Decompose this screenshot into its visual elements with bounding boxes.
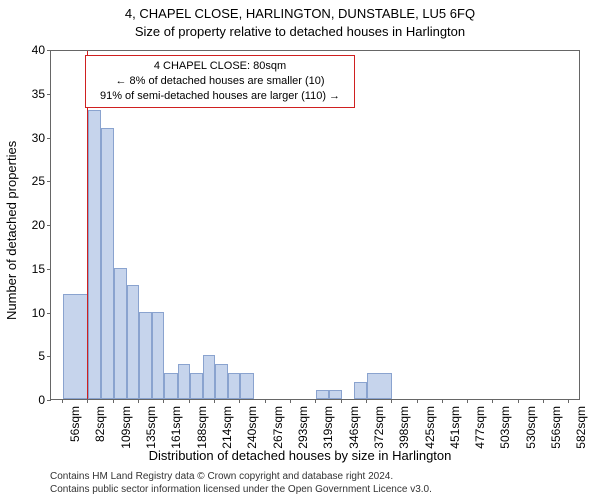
y-tick-label: 5 <box>5 350 45 362</box>
y-tick-mark <box>47 50 51 51</box>
histogram-bar <box>190 373 202 399</box>
x-tick-mark <box>239 399 240 403</box>
y-tick-mark <box>47 313 51 314</box>
x-tick-mark <box>214 399 215 403</box>
x-tick-label: 267sqm <box>271 406 285 456</box>
x-tick-mark <box>391 399 392 403</box>
x-tick-mark <box>341 399 342 403</box>
histogram-bar <box>203 355 215 399</box>
chart-title: 4, CHAPEL CLOSE, HARLINGTON, DUNSTABLE, … <box>0 6 600 21</box>
x-tick-mark <box>467 399 468 403</box>
histogram-bar <box>127 285 139 399</box>
x-tick-label: 188sqm <box>195 406 209 456</box>
x-tick-mark <box>442 399 443 403</box>
info-box-line: ← 8% of detached houses are smaller (10) <box>92 74 348 89</box>
y-tick-label: 20 <box>5 219 45 231</box>
x-tick-mark <box>518 399 519 403</box>
y-tick-mark <box>47 400 51 401</box>
x-tick-label: 530sqm <box>524 406 538 456</box>
x-tick-label: 240sqm <box>245 406 259 456</box>
histogram-bar <box>240 373 253 399</box>
x-tick-label: 293sqm <box>296 406 310 456</box>
x-tick-label: 346sqm <box>347 406 361 456</box>
x-tick-label: 135sqm <box>144 406 158 456</box>
x-tick-label: 556sqm <box>549 406 563 456</box>
x-tick-mark <box>87 399 88 403</box>
x-tick-label: 372sqm <box>372 406 386 456</box>
x-tick-label: 56sqm <box>68 406 82 456</box>
y-tick-label: 25 <box>5 175 45 187</box>
x-tick-mark <box>163 399 164 403</box>
y-tick-label: 35 <box>5 88 45 100</box>
histogram-bar <box>114 268 126 399</box>
info-box-line: 91% of semi-detached houses are larger (… <box>92 89 348 104</box>
histogram-bar <box>88 110 100 399</box>
x-tick-mark <box>62 399 63 403</box>
chart-subtitle: Size of property relative to detached ho… <box>0 24 600 39</box>
x-tick-mark <box>290 399 291 403</box>
y-tick-mark <box>47 225 51 226</box>
chart-container: 4, CHAPEL CLOSE, HARLINGTON, DUNSTABLE, … <box>0 0 600 500</box>
x-tick-label: 109sqm <box>119 406 133 456</box>
histogram-bar <box>367 373 392 399</box>
histogram-bar <box>228 373 240 399</box>
y-tick-mark <box>47 138 51 139</box>
x-tick-label: 451sqm <box>448 406 462 456</box>
histogram-bar <box>354 382 366 400</box>
histogram-bar <box>152 312 164 400</box>
x-tick-label: 477sqm <box>473 406 487 456</box>
y-tick-label: 15 <box>5 263 45 275</box>
histogram-bar <box>329 390 341 399</box>
x-tick-mark <box>568 399 569 403</box>
y-tick-label: 40 <box>5 44 45 56</box>
x-tick-mark <box>492 399 493 403</box>
y-tick-mark <box>47 94 51 95</box>
histogram-bar <box>101 128 114 399</box>
histogram-bar <box>164 373 177 399</box>
info-box-line: 4 CHAPEL CLOSE: 80sqm <box>92 59 348 74</box>
histogram-bar <box>316 390 329 399</box>
x-tick-mark <box>543 399 544 403</box>
histogram-bar <box>139 312 151 400</box>
x-tick-label: 398sqm <box>397 406 411 456</box>
histogram-bar <box>63 294 88 399</box>
x-tick-label: 82sqm <box>93 406 107 456</box>
x-tick-mark <box>138 399 139 403</box>
y-tick-label: 30 <box>5 132 45 144</box>
copyright-line-2: Contains public sector information licen… <box>50 483 580 496</box>
x-tick-label: 425sqm <box>423 406 437 456</box>
copyright-text: Contains HM Land Registry data © Crown c… <box>50 470 580 496</box>
histogram-bar <box>215 364 227 399</box>
x-tick-label: 161sqm <box>169 406 183 456</box>
y-tick-mark <box>47 269 51 270</box>
x-tick-mark <box>265 399 266 403</box>
copyright-line-1: Contains HM Land Registry data © Crown c… <box>50 470 580 483</box>
y-tick-mark <box>47 181 51 182</box>
histogram-bar <box>178 364 190 399</box>
x-tick-label: 503sqm <box>498 406 512 456</box>
x-tick-mark <box>315 399 316 403</box>
x-tick-mark <box>417 399 418 403</box>
y-tick-label: 10 <box>5 307 45 319</box>
y-tick-mark <box>47 356 51 357</box>
y-tick-label: 0 <box>5 394 45 406</box>
x-tick-label: 319sqm <box>321 406 335 456</box>
x-tick-label: 582sqm <box>574 406 588 456</box>
x-tick-mark <box>113 399 114 403</box>
property-info-box: 4 CHAPEL CLOSE: 80sqm← 8% of detached ho… <box>85 55 355 108</box>
x-tick-mark <box>189 399 190 403</box>
x-tick-mark <box>366 399 367 403</box>
x-tick-label: 214sqm <box>220 406 234 456</box>
